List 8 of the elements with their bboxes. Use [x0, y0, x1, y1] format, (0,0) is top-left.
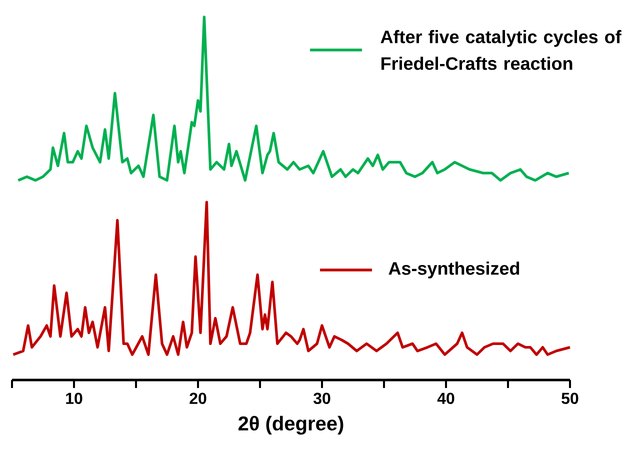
x-tick-label: 50: [562, 392, 578, 404]
x-tick-label: 20: [190, 392, 206, 404]
legend-label: As-synthesized: [388, 262, 520, 278]
x-tick-label: 30: [313, 392, 330, 404]
x-tick-label: 10: [66, 392, 82, 404]
x-axis-title: 2θ (degree): [238, 416, 344, 435]
x-tick-label: 40: [437, 392, 454, 404]
legend-label: After five catalytic cycles of Friedel-Crafts reaction: [380, 30, 622, 70]
